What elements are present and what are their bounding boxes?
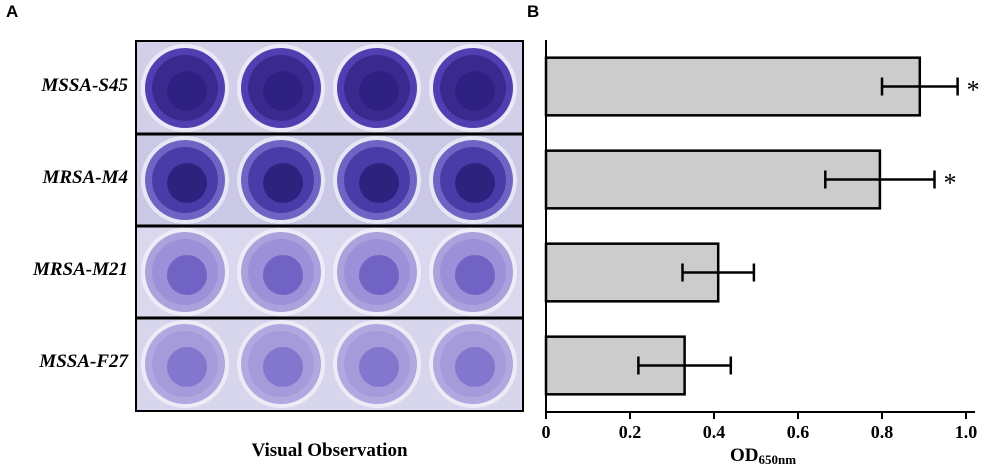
row-label-3: MSSA-F27 xyxy=(39,351,128,372)
significance-marker-1: * xyxy=(944,169,957,198)
well-center xyxy=(167,71,207,111)
x-axis-label: OD650nm xyxy=(730,445,796,467)
well-center xyxy=(167,163,207,203)
row-label-0: MSSA-S45 xyxy=(41,75,128,96)
x-tick-label-5: 1.0 xyxy=(955,422,978,442)
x-tick-label-3: 0.6 xyxy=(787,422,810,442)
bar-0 xyxy=(544,56,922,117)
well-plate-photo xyxy=(135,40,524,412)
x-tick-label-0: 0 xyxy=(542,422,551,442)
well-center xyxy=(263,347,303,387)
well-center xyxy=(263,71,303,111)
well-center xyxy=(455,347,495,387)
well-plate-image xyxy=(137,42,522,410)
x-tick-label-4: 0.8 xyxy=(871,422,894,442)
well-center xyxy=(455,163,495,203)
well-center xyxy=(455,255,495,295)
panel-b-letter: B xyxy=(527,2,540,21)
well-center xyxy=(263,255,303,295)
well-center xyxy=(455,71,495,111)
panel-a-letter: A xyxy=(6,2,19,21)
well-center xyxy=(167,347,207,387)
visual-observation-caption: Visual Observation xyxy=(251,440,408,461)
significance-marker-0: * xyxy=(967,76,980,105)
well-center xyxy=(263,163,303,203)
well-center xyxy=(359,255,399,295)
x-axis-label-subscript: 650nm xyxy=(759,452,797,467)
row-label-1: MRSA-M4 xyxy=(42,167,128,188)
x-axis-label-main: OD xyxy=(730,445,759,466)
well-center xyxy=(359,163,399,203)
x-tick-label-2: 0.4 xyxy=(703,422,726,442)
well-center xyxy=(167,255,207,295)
row-label-2: MRSA-M21 xyxy=(32,259,128,280)
well-center xyxy=(359,347,399,387)
x-tick-label-1: 0.2 xyxy=(619,422,642,442)
well-center xyxy=(359,71,399,111)
